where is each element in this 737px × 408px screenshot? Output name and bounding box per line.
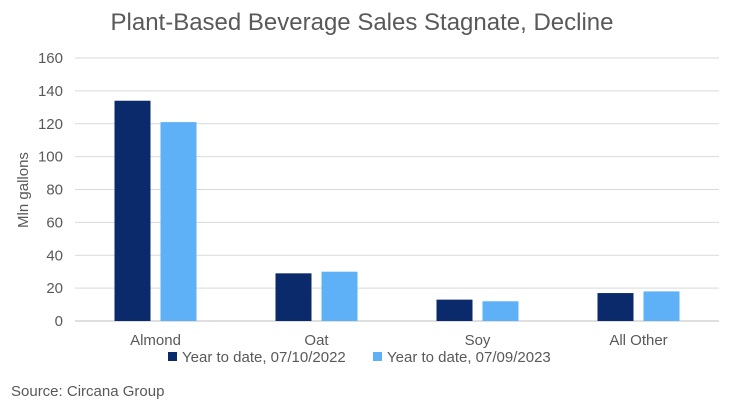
source-note: Source: Circana Group: [11, 383, 164, 400]
x-tick-label: Almond: [130, 332, 181, 349]
bar-almond-series-1: [114, 100, 151, 321]
bar-all-other-series-1: [597, 293, 634, 321]
y-tick-label: 140: [38, 83, 63, 100]
y-tick-label: 0: [55, 313, 63, 330]
x-tick-label: Soy: [465, 332, 491, 349]
bar-oat-series-1: [275, 273, 312, 321]
x-axis-ticks: Almond Oat Soy All Other: [130, 332, 668, 349]
bars: [114, 100, 680, 321]
y-tick-label: 100: [38, 149, 63, 166]
y-tick-label: 120: [38, 116, 63, 133]
y-tick-label: 80: [46, 182, 63, 199]
legend-swatch-1: [168, 352, 177, 361]
bar-soy-series-1: [436, 299, 473, 321]
y-tick-label: 60: [46, 214, 63, 231]
x-tick-label: Oat: [304, 332, 329, 349]
y-axis-label: Mln gallons: [15, 152, 32, 228]
legend-label-2: Year to date, 07/09/2023: [387, 349, 551, 366]
y-tick-label: 40: [46, 247, 63, 264]
bar-almond-series-2: [160, 122, 197, 321]
y-axis-ticks: 0 20 40 60 80 100 120 140 160: [38, 50, 63, 330]
y-tick-label: 20: [46, 280, 63, 297]
bar-soy-series-2: [482, 301, 519, 321]
y-tick-label: 160: [38, 50, 63, 67]
bar-all-other-series-2: [643, 291, 680, 321]
chart-title: Plant-Based Beverage Sales Stagnate, Dec…: [111, 9, 614, 36]
bar-oat-series-2: [321, 271, 358, 321]
x-tick-label: All Other: [609, 332, 667, 349]
legend-label-1: Year to date, 07/10/2022: [182, 349, 346, 366]
legend: Year to date, 07/10/2022 Year to date, 07…: [168, 349, 551, 366]
legend-swatch-2: [373, 352, 382, 361]
